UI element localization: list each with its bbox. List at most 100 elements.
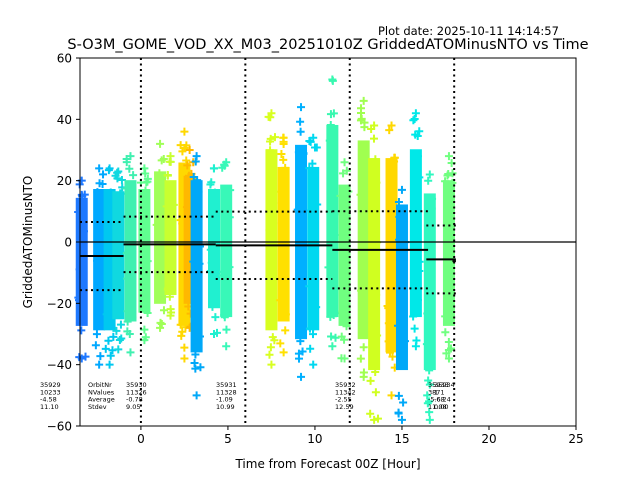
scatter-point — [390, 157, 399, 166]
y-tick-label: −40 — [47, 358, 72, 372]
scatter-point — [77, 276, 86, 285]
scatter-point — [279, 348, 288, 357]
orbit-stat-value: 11.08 — [428, 403, 447, 411]
scatter-point — [222, 325, 231, 334]
x-axis-label: Time from Forecast 00Z [Hour] — [234, 457, 420, 471]
scatter-point — [195, 259, 204, 268]
scatter-point — [297, 372, 306, 381]
scatter-point — [157, 156, 166, 165]
scatter-band — [422, 170, 437, 424]
scatter-point — [281, 176, 290, 185]
scatter-point — [338, 307, 347, 316]
scatter-point — [98, 180, 107, 189]
scatter-point — [444, 337, 453, 346]
scatter-point — [101, 344, 110, 353]
scatter-point — [267, 360, 276, 369]
scatter-point — [105, 360, 114, 369]
scatter-band — [366, 121, 382, 424]
scatter-point — [360, 118, 369, 127]
scatter-point — [223, 283, 232, 292]
scatter-band — [74, 176, 90, 363]
scatter-point — [413, 294, 422, 303]
scatter-point — [411, 342, 420, 351]
scatter-point — [139, 255, 148, 264]
scatter-point — [427, 204, 436, 213]
scatter-point — [79, 227, 88, 236]
scatter-point — [224, 186, 233, 195]
y-tick-label: −60 — [47, 420, 72, 434]
scatter-point — [168, 189, 177, 198]
scatter-point — [444, 346, 453, 355]
scatter-point — [152, 220, 161, 229]
orbit-stat-value: 11326 — [126, 388, 147, 396]
scatter-point — [77, 354, 86, 363]
scatter-point — [371, 335, 380, 344]
scatter-point — [410, 114, 419, 123]
orbit-stats-lines — [80, 210, 456, 295]
scatter-point — [385, 126, 394, 135]
orbit-stat-value: 11328 — [216, 388, 237, 396]
scatter-point — [270, 133, 279, 142]
scatter-point — [210, 188, 219, 197]
scatter-point — [415, 173, 424, 182]
scatter-point — [93, 271, 102, 280]
scatter-point — [91, 341, 100, 350]
scatter-point — [396, 277, 405, 286]
scatter-point — [156, 323, 165, 332]
scatter-point — [222, 158, 231, 167]
orbit-stat-value: -2.55 — [335, 396, 352, 404]
scatter-point — [395, 212, 404, 221]
scatter-point — [443, 247, 452, 256]
scatter-point — [394, 408, 403, 417]
scatter-point — [424, 176, 433, 185]
scatter-point — [277, 219, 286, 228]
scatter-point — [281, 326, 290, 335]
scatter-point — [189, 172, 198, 181]
scatter-band — [162, 152, 178, 320]
scatter-point — [415, 257, 424, 266]
scatter-point — [103, 216, 112, 225]
scatter-point — [425, 170, 434, 179]
scatter-point — [138, 196, 147, 205]
orbit-stat-value: 0.00 — [434, 403, 448, 411]
scatter-point — [210, 330, 219, 338]
scatter-point — [74, 208, 83, 217]
scatter-point — [342, 322, 351, 331]
scatter-point — [114, 167, 123, 176]
scatter-point — [126, 152, 135, 161]
scatter-point — [366, 376, 375, 385]
scatter-band — [122, 152, 138, 357]
scatter-point — [344, 187, 353, 196]
scatter-point — [192, 391, 201, 400]
scatter-point — [266, 146, 275, 155]
scatter-point — [210, 164, 219, 173]
scatter-point — [448, 169, 457, 178]
scatter-point — [182, 203, 191, 212]
scatter-point — [192, 278, 201, 287]
scatter-point — [162, 202, 171, 211]
scatter-point — [95, 164, 104, 173]
scatter-point — [341, 293, 350, 302]
scatter-point — [206, 267, 215, 276]
scatter-point — [371, 225, 380, 234]
scatter-point — [305, 282, 314, 291]
scatter-point — [394, 391, 403, 400]
scatter-point — [409, 116, 418, 125]
scatter-band-core — [190, 180, 203, 353]
scatter-point — [330, 210, 339, 219]
scatter-point — [210, 204, 219, 213]
scatter-point — [293, 205, 302, 214]
scatter-point — [169, 200, 178, 209]
scatter-point — [359, 172, 368, 181]
scatter-point — [444, 152, 453, 161]
scatter-point — [387, 121, 396, 130]
scatter-point — [225, 213, 234, 222]
scatter-point — [117, 334, 126, 343]
scatter-point — [425, 380, 434, 389]
y-axis-label: GriddedATOMinusNTO — [21, 176, 35, 309]
scatter-point — [336, 191, 345, 200]
scatter-point — [330, 230, 339, 239]
scatter-band — [441, 152, 457, 363]
scatter-point — [270, 336, 279, 345]
scatter-point — [441, 328, 450, 337]
